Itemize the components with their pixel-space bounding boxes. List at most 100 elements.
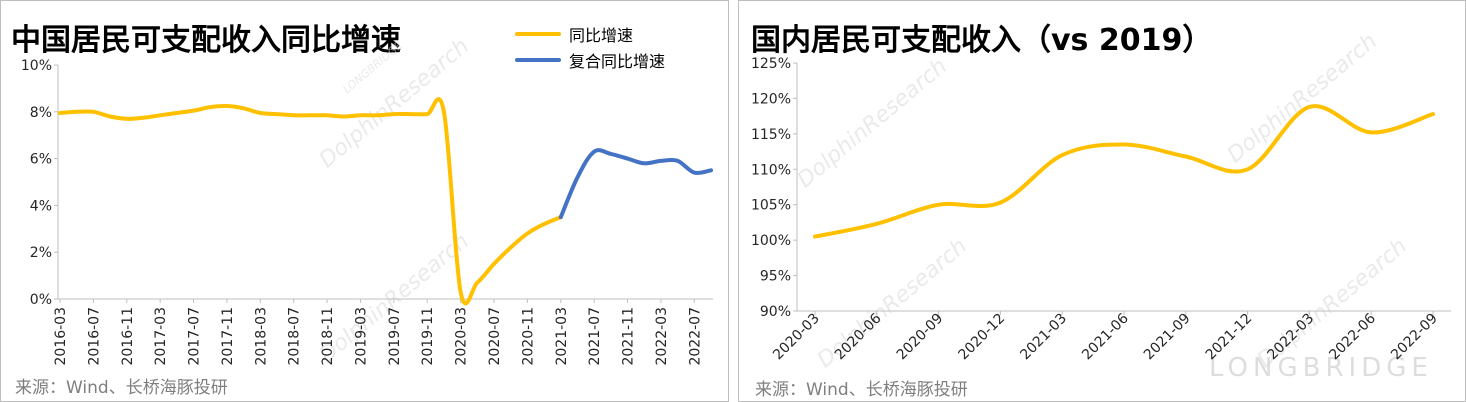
data-point (937, 203, 941, 207)
data-point (442, 110, 446, 114)
data-point (1060, 153, 1064, 157)
left-chart-source: 来源：Wind、长桥海豚投研 (15, 378, 228, 398)
x-tick-label: 2020-11 (520, 307, 536, 366)
x-tick-label: 2020-03 (454, 307, 470, 366)
data-point (342, 114, 346, 118)
series-line-0 (58, 97, 563, 306)
y-tick-label: 120% (751, 91, 791, 107)
watermark-brand: LONGBRIDGE (1209, 353, 1433, 383)
x-tick-label: 2021-07 (587, 307, 603, 366)
x-tick-label: 2018-03 (253, 307, 269, 366)
x-tick-label: 2020-07 (487, 307, 503, 366)
x-tick-label: 2022-03 (654, 307, 670, 366)
data-point (242, 106, 246, 110)
y-tick-label: 110% (751, 162, 791, 178)
data-point (325, 113, 329, 117)
data-point (308, 113, 312, 117)
legend-label-yoy: 同比增速 (569, 26, 634, 45)
data-point (1369, 130, 1373, 134)
x-tick-label: 2021-03 (1017, 311, 1070, 364)
data-point (158, 113, 162, 117)
legend-swatch-compound (515, 58, 561, 62)
data-point (525, 231, 529, 235)
data-point (108, 114, 112, 118)
data-point (676, 159, 680, 163)
y-tick-label: 115% (751, 127, 791, 143)
data-point (1307, 105, 1311, 109)
data-point (642, 161, 646, 165)
data-point (292, 113, 296, 117)
y-tick-label: 8% (30, 105, 52, 121)
right-chart-title: 国内居民可支配收入（vs 2019） (751, 23, 1213, 58)
data-point (609, 152, 613, 156)
data-point (1431, 112, 1435, 116)
data-point (141, 116, 145, 120)
data-point (492, 262, 496, 266)
data-point (542, 222, 546, 226)
data-point (225, 104, 229, 108)
data-point (275, 112, 279, 116)
right-chart-panel: 国内居民可支配收入（vs 2019） DolphinResearch Dolph… (738, 0, 1466, 402)
y-tick-label: 4% (30, 198, 52, 214)
data-point (192, 109, 196, 113)
y-tick-label: 100% (751, 233, 791, 249)
x-tick-label: 2021-03 (554, 307, 570, 366)
x-tick-label: 2021-12 (1203, 311, 1256, 364)
data-point (358, 113, 362, 117)
data-point (998, 201, 1002, 205)
left-chart-plot: 0% 2% 4% 6% 8% 10% 2016-03 2016-07 2016-11 2017-0… (21, 58, 713, 366)
data-point (559, 215, 563, 219)
data-point (509, 246, 513, 250)
legend-label-compound: 复合同比增速 (569, 52, 666, 71)
data-point (425, 112, 429, 116)
data-point (258, 111, 262, 115)
data-point (692, 171, 696, 175)
data-point (475, 281, 479, 285)
x-tick-label: 2017-03 (153, 307, 169, 366)
y-tick-label: 105% (751, 198, 791, 214)
x-tick-label: 2017-11 (220, 307, 236, 366)
data-point (592, 150, 596, 154)
left-chart-panel: 中国居民可支配收入同比增速 同比增速 复合同比增速 DolphinResearc… (0, 0, 729, 402)
legend-item-yoy: 同比增速 (515, 21, 665, 47)
data-point (626, 157, 630, 161)
legend-item-compound: 复合同比增速 (515, 47, 665, 73)
series-line-0 (813, 104, 1435, 239)
y-tick-label: 90% (760, 304, 791, 320)
right-chart-source: 来源：Wind、长桥海豚投研 (755, 380, 968, 400)
data-point (409, 112, 413, 116)
data-point (1184, 155, 1188, 159)
x-tick-label: 2019-03 (353, 307, 369, 366)
x-tick-label: 2022-09 (1388, 311, 1441, 364)
x-tick-label: 2018-07 (287, 307, 303, 366)
data-point (875, 222, 879, 226)
data-point (709, 168, 713, 172)
data-point (459, 290, 463, 294)
y-tick-label: 95% (760, 269, 791, 285)
x-tick-label: 2021-06 (1079, 310, 1132, 363)
data-point (91, 110, 95, 114)
x-tick-label: 2017-07 (187, 307, 203, 366)
data-point (1122, 142, 1126, 146)
x-tick-label: 2020-12 (956, 311, 1009, 364)
data-point (392, 112, 396, 116)
x-tick-label: 2018-11 (320, 307, 336, 366)
right-chart-plot: 90%95%100%105%110%115%120%125%2020-03 202… (751, 56, 1451, 364)
y-tick-label: 6% (30, 152, 52, 168)
data-point (125, 117, 129, 121)
x-tick-label: 2020-06 (832, 310, 885, 363)
legend-swatch-yoy (515, 32, 561, 36)
data-point (659, 159, 663, 163)
y-tick-label: 0% (30, 292, 52, 308)
data-point (575, 175, 579, 179)
y-tick-label: 10% (21, 58, 52, 74)
x-tick-label: 2022-07 (687, 307, 703, 366)
x-tick-label: 2020-09 (894, 311, 947, 364)
left-chart-title: 中国居民可支配收入同比增速 (11, 23, 401, 58)
data-point (58, 111, 62, 115)
x-tick-label: 2016-07 (86, 307, 102, 366)
x-tick-label: 2019-11 (420, 307, 436, 366)
y-tick-label: 125% (751, 56, 791, 72)
x-tick-label: 2021-11 (621, 307, 637, 366)
x-tick-label: 2019-07 (387, 307, 403, 366)
